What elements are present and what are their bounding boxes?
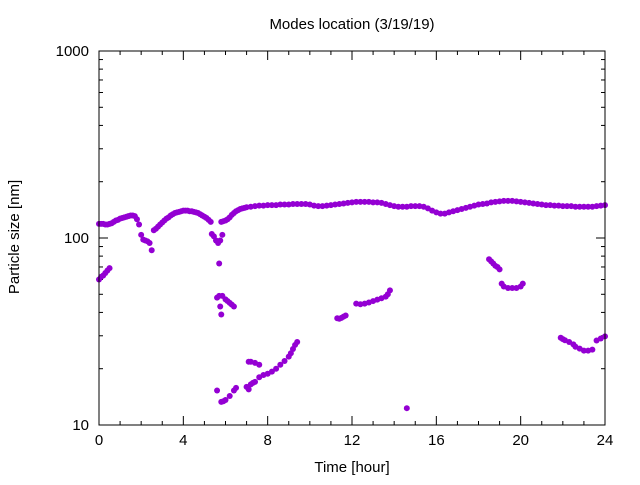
data-point bbox=[277, 201, 284, 208]
data-point bbox=[298, 200, 305, 207]
data-point bbox=[585, 203, 592, 210]
data-point bbox=[217, 303, 224, 310]
data-point bbox=[218, 311, 225, 318]
data-point bbox=[294, 200, 301, 207]
data-point bbox=[146, 240, 153, 247]
data-point bbox=[273, 365, 280, 372]
y-tick-label: 1000 bbox=[56, 43, 89, 60]
data-point bbox=[294, 338, 301, 345]
data-points bbox=[96, 197, 608, 412]
data-point bbox=[245, 386, 252, 393]
data-point bbox=[256, 361, 263, 368]
x-axis-label: Time [hour] bbox=[314, 459, 389, 476]
data-point bbox=[138, 231, 145, 238]
data-point bbox=[289, 200, 296, 207]
x-tick-label: 24 bbox=[597, 432, 614, 449]
data-point bbox=[399, 203, 406, 210]
data-point bbox=[403, 405, 410, 412]
data-point bbox=[230, 303, 237, 310]
data-point bbox=[437, 210, 444, 217]
data-point bbox=[509, 285, 516, 292]
x-tick-label: 8 bbox=[263, 432, 271, 449]
data-point bbox=[386, 287, 393, 294]
axis-ticks: 0 4 8 12 16 20 24 10 100 1000 bbox=[56, 43, 614, 449]
data-point bbox=[357, 198, 364, 205]
data-point bbox=[580, 347, 587, 354]
data-point bbox=[572, 203, 579, 210]
data-point bbox=[342, 312, 349, 319]
data-point bbox=[148, 247, 155, 254]
data-point bbox=[226, 392, 233, 399]
data-point bbox=[412, 203, 419, 210]
data-point bbox=[216, 260, 223, 267]
data-point bbox=[559, 203, 566, 210]
y-tick-label: 100 bbox=[64, 230, 89, 247]
x-tick-label: 20 bbox=[512, 432, 529, 449]
data-point bbox=[277, 361, 284, 368]
data-point bbox=[106, 265, 113, 272]
data-point bbox=[370, 199, 377, 206]
data-point bbox=[505, 285, 512, 292]
data-point bbox=[281, 201, 288, 208]
data-point bbox=[219, 231, 226, 238]
chart-title: Modes location (3/19/19) bbox=[269, 16, 434, 33]
data-point bbox=[214, 387, 221, 394]
data-point bbox=[281, 357, 288, 364]
data-point bbox=[551, 202, 558, 209]
plot-frame bbox=[98, 50, 606, 426]
data-point bbox=[268, 368, 275, 375]
data-point bbox=[315, 203, 322, 210]
x-tick-label: 4 bbox=[179, 432, 187, 449]
y-axis-label: Particle size [nm] bbox=[6, 180, 23, 294]
data-point bbox=[222, 397, 229, 404]
data-point bbox=[496, 266, 503, 273]
data-point bbox=[256, 202, 263, 209]
data-point bbox=[361, 198, 368, 205]
x-tick-label: 16 bbox=[428, 432, 445, 449]
x-tick-label: 12 bbox=[344, 432, 361, 449]
x-tick-label: 0 bbox=[95, 432, 103, 449]
data-point bbox=[564, 203, 571, 210]
data-point bbox=[505, 197, 512, 204]
data-point bbox=[133, 216, 140, 223]
data-point bbox=[207, 218, 214, 225]
data-point bbox=[233, 384, 240, 391]
data-point bbox=[576, 203, 583, 210]
data-point bbox=[268, 202, 275, 209]
data-point bbox=[408, 203, 415, 210]
y-tick-label: 10 bbox=[72, 417, 89, 434]
data-point bbox=[580, 203, 587, 210]
data-point bbox=[252, 378, 259, 385]
data-point bbox=[136, 221, 143, 228]
data-point bbox=[395, 203, 402, 210]
data-point bbox=[217, 237, 224, 244]
data-point bbox=[542, 202, 549, 209]
data-point bbox=[353, 198, 360, 205]
data-point bbox=[589, 346, 596, 353]
data-point bbox=[264, 202, 271, 209]
data-point bbox=[500, 197, 507, 204]
data-point bbox=[519, 280, 526, 287]
